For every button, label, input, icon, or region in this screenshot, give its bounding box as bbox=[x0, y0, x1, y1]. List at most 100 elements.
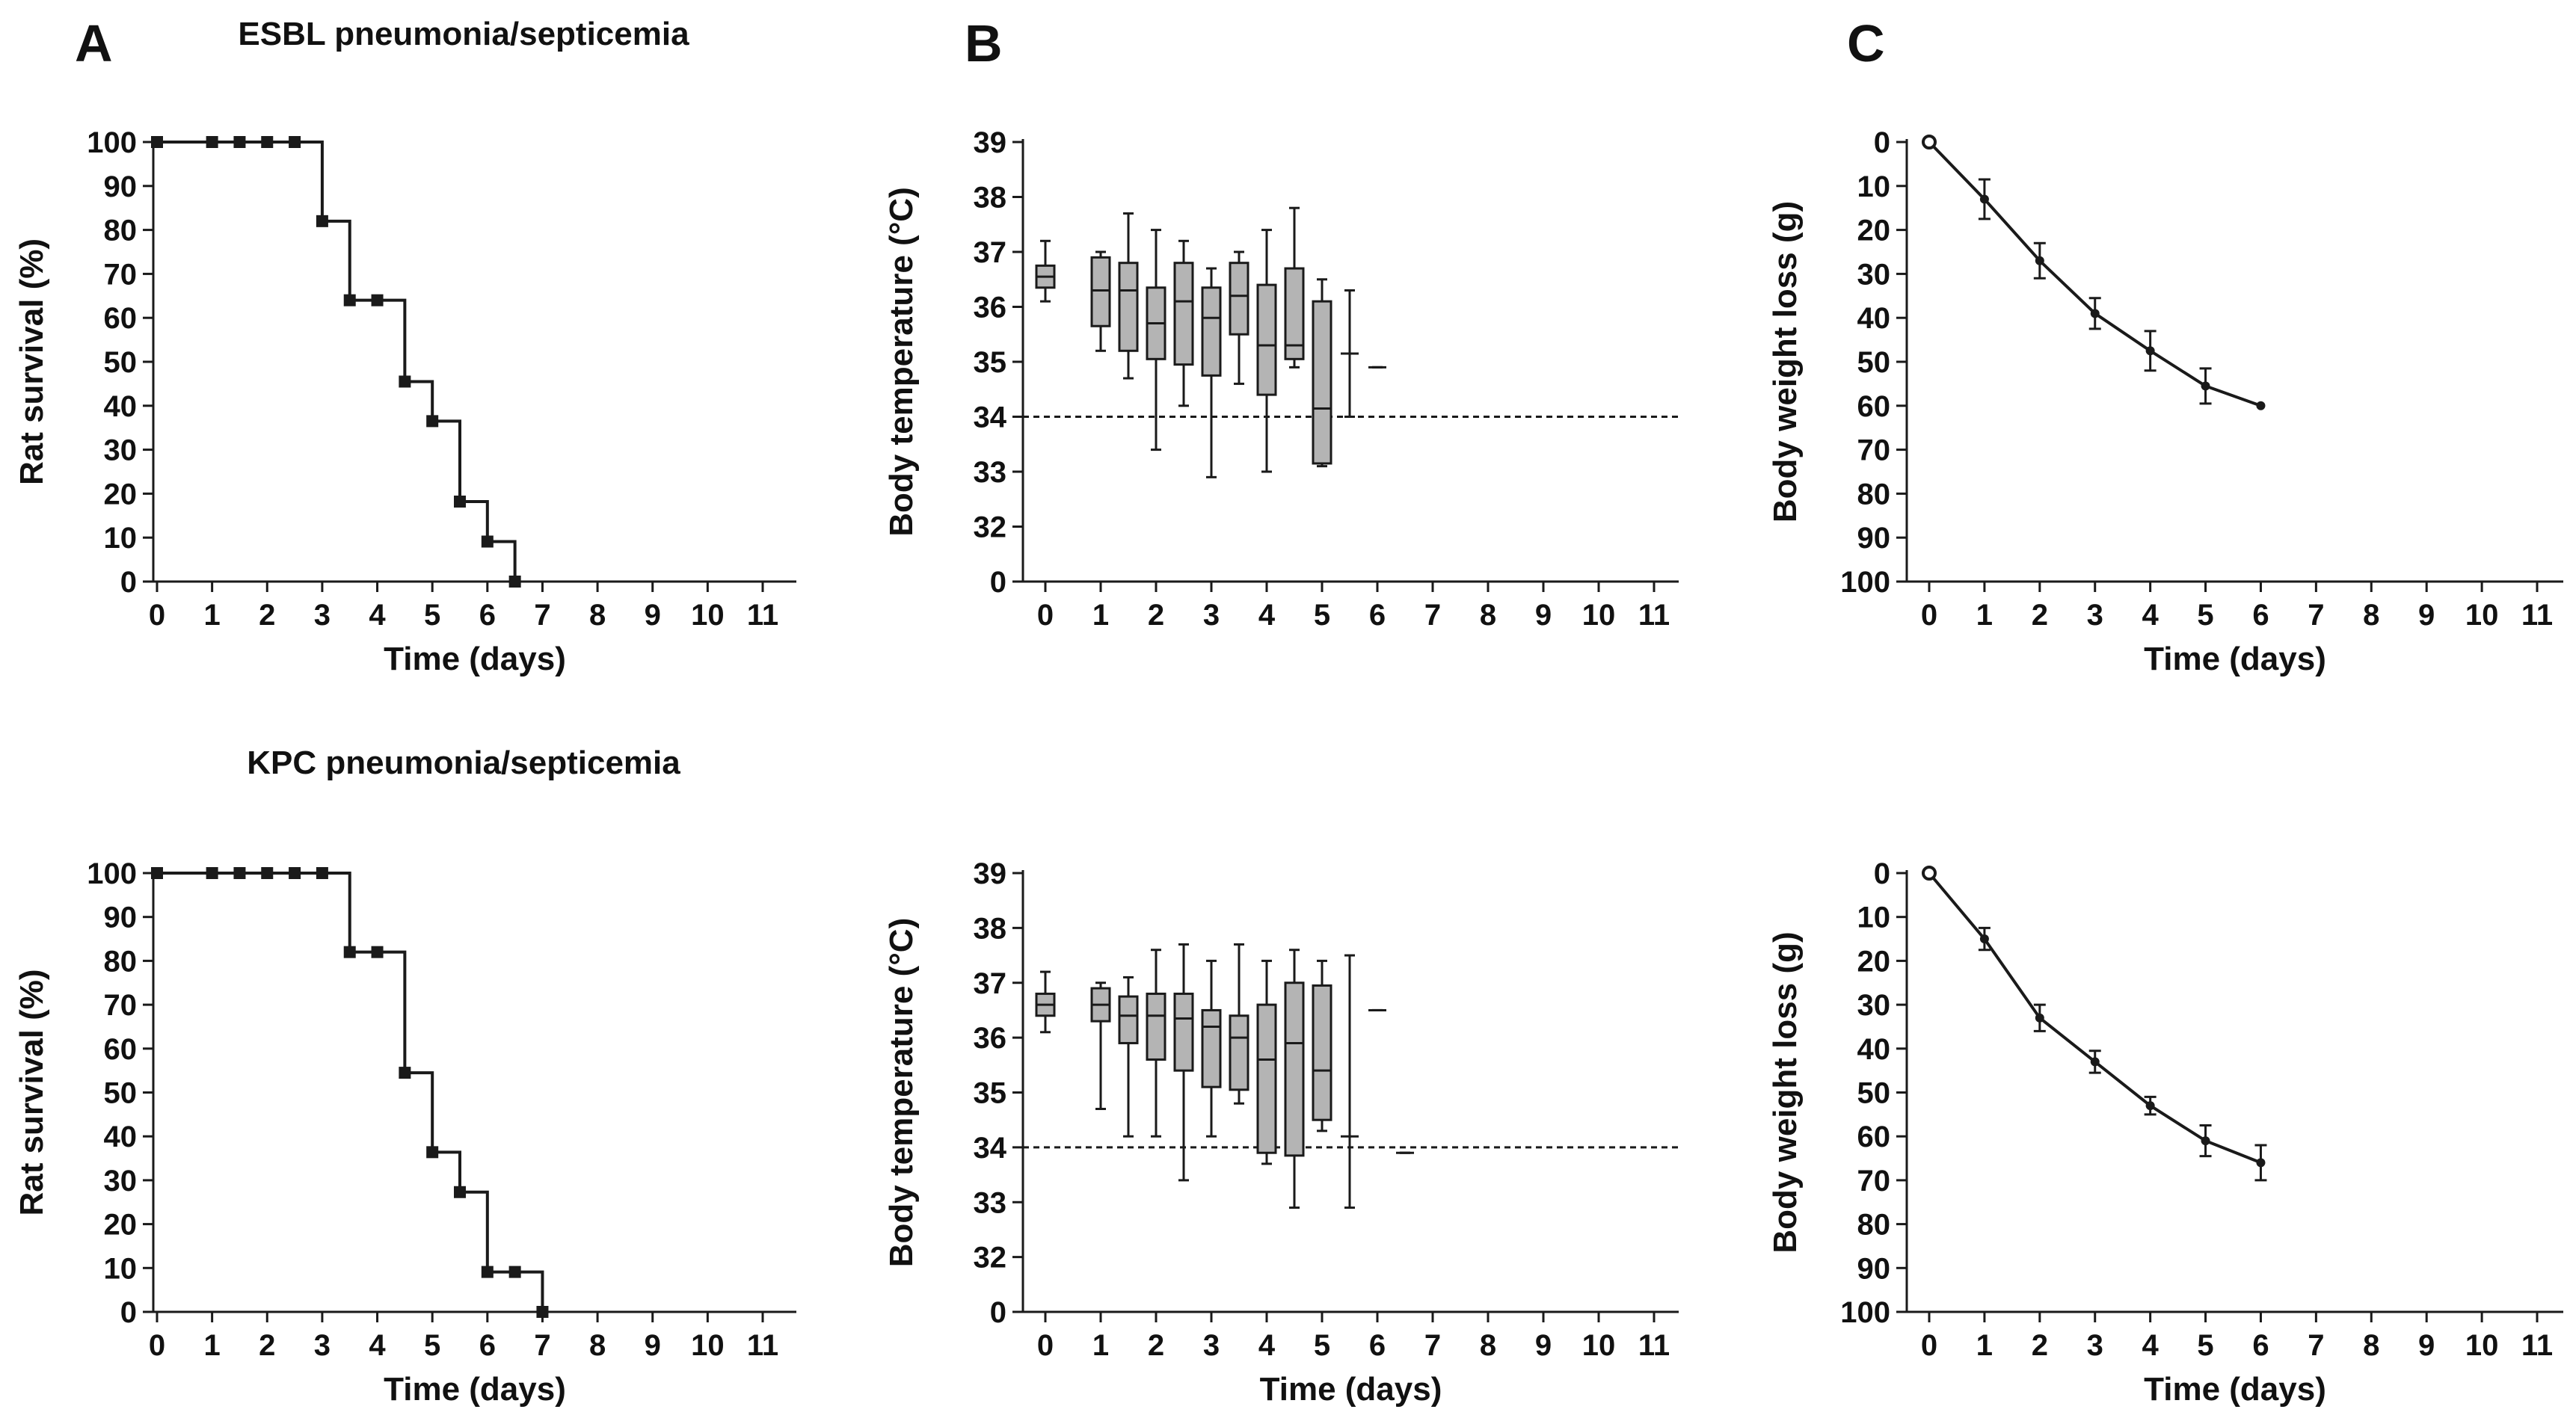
x-tick-label: 10 bbox=[2465, 599, 2499, 632]
panel-label-a: A bbox=[75, 14, 113, 73]
censor-marker bbox=[261, 867, 274, 879]
y-tick-label: 35 bbox=[974, 346, 1007, 379]
y-tick-label: 36 bbox=[974, 1022, 1007, 1055]
y-tick-label: 100 bbox=[87, 126, 137, 159]
y-tick-label: 60 bbox=[1857, 390, 1891, 423]
y-tick-label: 60 bbox=[104, 1033, 138, 1066]
y-axis-label: Body temperature (°C) bbox=[883, 918, 920, 1267]
x-tick-label: 1 bbox=[1976, 599, 1993, 632]
x-tick-label: 10 bbox=[1582, 1329, 1616, 1362]
box-iqr bbox=[1201, 286, 1222, 377]
y-tick-label: 50 bbox=[104, 1077, 138, 1110]
x-tick-label: 7 bbox=[1424, 1329, 1441, 1362]
x-tick-label: 0 bbox=[1921, 599, 1937, 632]
x-tick-label: 7 bbox=[1424, 599, 1441, 632]
y-tick-label: 39 bbox=[974, 126, 1007, 159]
row-title-kpc: KPC pneumonia/septicemia bbox=[247, 745, 680, 781]
x-tick-label: 9 bbox=[645, 599, 661, 632]
x-tick-label: 8 bbox=[1480, 1329, 1496, 1362]
x-tick-label: 2 bbox=[1148, 599, 1164, 632]
x-tick-label: 1 bbox=[204, 1329, 221, 1362]
box-iqr bbox=[1201, 1008, 1222, 1088]
panel-label-c: C bbox=[1847, 14, 1885, 73]
y-tick-label: 90 bbox=[1857, 1252, 1891, 1285]
x-tick-label: 5 bbox=[424, 1329, 440, 1362]
y-tick-label: 10 bbox=[104, 522, 138, 555]
censor-marker bbox=[343, 294, 356, 306]
y-tick-label: 10 bbox=[104, 1252, 138, 1285]
x-tick-label: 8 bbox=[2363, 599, 2379, 632]
box-iqr bbox=[1173, 262, 1194, 366]
data-point bbox=[2090, 1057, 2100, 1067]
x-tick-label: 5 bbox=[1314, 599, 1330, 632]
box-iqr bbox=[1312, 300, 1332, 465]
x-tick-label: 11 bbox=[2521, 1329, 2553, 1362]
data-point bbox=[2090, 309, 2100, 318]
censor-marker bbox=[289, 136, 301, 148]
y-tick-label: 34 bbox=[974, 1132, 1007, 1165]
y-tick-label: 80 bbox=[104, 945, 138, 978]
y-tick-label: 70 bbox=[1857, 434, 1891, 467]
chart-weight-kpc: 0 1 2 3 4 5 6 7 8 9 10 11 0 10 20 30 40 50 60 70 80 90 100 Time… bbox=[1767, 857, 2563, 1408]
y-tick-label: 38 bbox=[974, 182, 1007, 215]
y-tick-label: 38 bbox=[974, 912, 1007, 945]
x-tick-label: 10 bbox=[2465, 1329, 2499, 1362]
x-tick-label: 6 bbox=[2252, 1329, 2269, 1362]
y-tick-label: 0 bbox=[120, 1296, 137, 1329]
chart-survival-esbl: 0 1 2 3 4 5 6 7 8 9 10 11 0 10 20 30 40 50 60 70 80 90 100 Time… bbox=[13, 126, 796, 677]
box-iqr bbox=[1312, 984, 1332, 1121]
y-tick-label: 40 bbox=[104, 1121, 138, 1153]
y-axis-label: Body weight loss (g) bbox=[1767, 931, 1804, 1253]
censor-marker bbox=[206, 867, 218, 879]
x-tick-label: 8 bbox=[589, 1329, 606, 1362]
box-iqr bbox=[1284, 981, 1305, 1157]
x-tick-label: 5 bbox=[2197, 599, 2213, 632]
y-tick-label: 33 bbox=[974, 456, 1007, 489]
censor-marker bbox=[151, 136, 163, 148]
y-tick-label: 0 bbox=[990, 566, 1006, 599]
x-tick-label: 11 bbox=[747, 1329, 778, 1362]
x-tick-label: 4 bbox=[1258, 599, 1276, 632]
x-tick-label: 10 bbox=[691, 1329, 725, 1362]
x-tick-label: 7 bbox=[2308, 599, 2324, 632]
x-tick-label: 1 bbox=[1092, 1329, 1109, 1362]
x-tick-label: 4 bbox=[2142, 1329, 2160, 1362]
y-tick-label: 37 bbox=[974, 236, 1007, 269]
survival-curve bbox=[157, 872, 544, 1312]
y-tick-label: 40 bbox=[104, 390, 138, 423]
box-iqr bbox=[1090, 256, 1111, 327]
x-tick-label: 4 bbox=[2142, 599, 2160, 632]
data-point bbox=[2201, 381, 2210, 391]
survival-curve bbox=[157, 141, 517, 582]
y-tick-label: 0 bbox=[120, 566, 137, 599]
x-tick-label: 4 bbox=[369, 599, 386, 632]
x-tick-label: 1 bbox=[204, 599, 221, 632]
y-tick-label: 0 bbox=[1874, 857, 1890, 890]
y-tick-label: 100 bbox=[87, 857, 137, 890]
row-title-esbl: ESBL pneumonia/septicemia bbox=[238, 16, 689, 52]
data-point-open bbox=[1922, 135, 1937, 150]
data-point bbox=[1979, 194, 1989, 204]
x-tick-label: 3 bbox=[1203, 599, 1220, 632]
censor-marker bbox=[426, 415, 439, 428]
x-tick-label: 0 bbox=[1037, 599, 1054, 632]
x-tick-label: 6 bbox=[479, 1329, 496, 1362]
x-tick-label: 3 bbox=[314, 599, 331, 632]
y-tick-label: 60 bbox=[1857, 1121, 1891, 1153]
x-tick-label: 1 bbox=[1092, 599, 1109, 632]
y-axis-label: Body weight loss (g) bbox=[1767, 201, 1804, 523]
censor-marker bbox=[508, 1266, 521, 1278]
censor-marker bbox=[343, 946, 356, 958]
censor-marker bbox=[316, 867, 328, 879]
y-tick-label: 10 bbox=[1857, 901, 1891, 934]
censor-marker bbox=[289, 867, 301, 879]
y-tick-label: 80 bbox=[1857, 478, 1891, 511]
panel-label-b: B bbox=[965, 14, 1003, 73]
censor-marker bbox=[371, 294, 384, 306]
x-tick-label: 2 bbox=[259, 599, 275, 632]
box-iqr bbox=[1118, 995, 1139, 1044]
x-tick-label: 0 bbox=[1037, 1329, 1054, 1362]
box-iqr bbox=[1256, 1003, 1277, 1154]
x-tick-label: 2 bbox=[1148, 1329, 1164, 1362]
